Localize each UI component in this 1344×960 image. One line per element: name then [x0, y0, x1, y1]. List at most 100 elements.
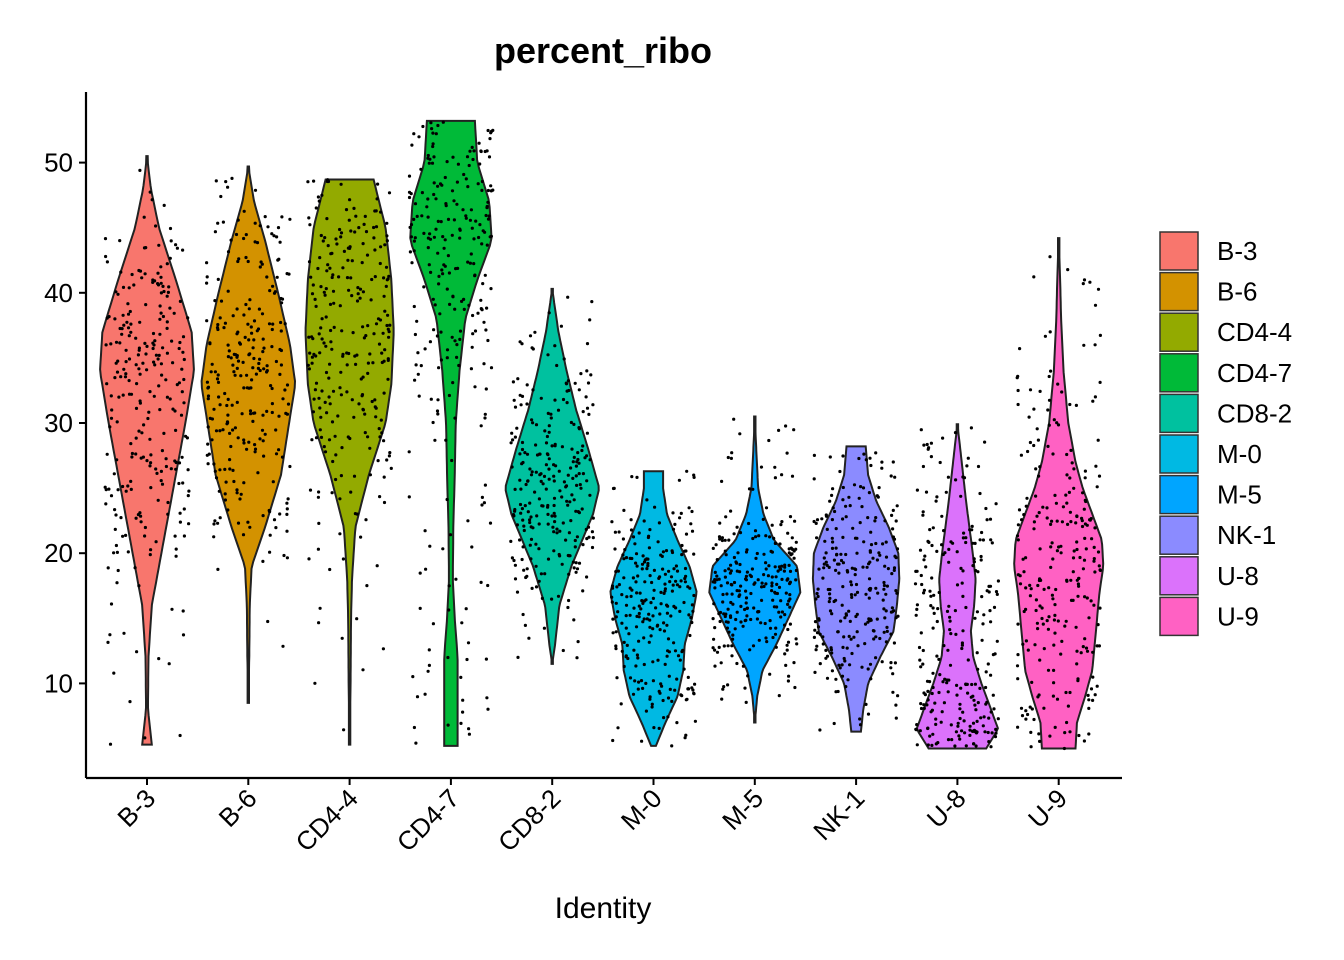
jitter-point	[958, 707, 962, 711]
jitter-point	[620, 649, 624, 653]
jitter-point	[572, 566, 576, 570]
jitter-point	[119, 375, 123, 379]
jitter-point	[1068, 402, 1072, 407]
jitter-point	[850, 566, 854, 570]
jitter-point	[374, 209, 378, 213]
jitter-point	[1045, 506, 1049, 510]
jitter-point	[844, 515, 848, 519]
jitter-point	[585, 575, 589, 579]
jitter-point	[330, 491, 334, 495]
jitter-point	[226, 508, 230, 512]
jitter-point	[446, 723, 450, 727]
jitter-point	[723, 614, 727, 619]
jitter-point	[362, 336, 366, 340]
jitter-point	[774, 575, 778, 579]
jitter-point	[321, 239, 325, 243]
jitter-point	[857, 496, 861, 500]
jitter-point	[274, 452, 279, 456]
jitter-point	[634, 664, 638, 668]
jitter-point	[130, 455, 134, 459]
jitter-point	[218, 429, 222, 433]
jitter-point	[788, 569, 793, 574]
jitter-point	[486, 583, 490, 588]
jitter-point	[182, 507, 186, 511]
jitter-point	[683, 566, 688, 571]
jitter-point	[789, 546, 793, 550]
jitter-point	[310, 361, 314, 365]
jitter-point	[824, 551, 828, 555]
jitter-point	[329, 328, 333, 333]
jitter-point	[585, 406, 590, 410]
jitter-point	[788, 515, 793, 519]
jitter-point	[459, 721, 463, 726]
jitter-point	[744, 596, 749, 600]
jitter-point	[970, 524, 974, 529]
jitter-point	[950, 738, 954, 742]
jitter-point	[113, 508, 117, 512]
jitter-point	[893, 661, 898, 665]
jitter-point	[173, 534, 177, 538]
jitter-point	[546, 411, 550, 415]
jitter-point	[512, 558, 516, 563]
jitter-point	[535, 514, 539, 518]
jitter-point	[528, 518, 532, 522]
jitter-point	[648, 625, 652, 629]
jitter-point	[625, 595, 629, 599]
jitter-point	[453, 307, 457, 311]
jitter-point	[252, 356, 256, 361]
jitter-point	[874, 586, 878, 590]
jitter-point	[776, 569, 780, 573]
jitter-point	[570, 447, 574, 451]
jitter-point	[642, 599, 647, 603]
jitter-point	[713, 580, 717, 584]
jitter-point	[856, 644, 860, 648]
jitter-point	[431, 622, 435, 626]
jitter-point	[365, 253, 370, 257]
x-tick-label: U-9	[1022, 783, 1073, 834]
chart-title: percent_ribo	[494, 30, 712, 71]
jitter-point	[114, 543, 118, 548]
jitter-point	[484, 328, 488, 332]
jitter-point	[918, 729, 922, 733]
jitter-point	[727, 567, 731, 571]
jitter-point	[485, 306, 489, 310]
violin-U-9	[1013, 237, 1105, 750]
jitter-point	[1093, 693, 1097, 697]
jitter-point	[322, 341, 326, 345]
jitter-point	[230, 176, 234, 180]
jitter-point	[479, 298, 483, 302]
jitter-point	[120, 332, 124, 336]
jitter-point	[829, 646, 833, 650]
jitter-point	[277, 414, 281, 418]
jitter-point	[931, 606, 935, 610]
jitter-point	[734, 617, 738, 622]
jitter-point	[480, 495, 484, 499]
jitter-point	[666, 637, 671, 641]
jitter-point	[984, 506, 988, 511]
jitter-point	[385, 458, 389, 462]
jitter-point	[349, 490, 353, 494]
jitter-point	[661, 550, 666, 554]
jitter-point	[352, 206, 356, 210]
jitter-point	[625, 643, 629, 648]
jitter-point	[641, 620, 645, 624]
jitter-point	[665, 603, 669, 607]
jitter-point	[737, 589, 741, 593]
jitter-point	[535, 453, 540, 457]
jitter-point	[253, 443, 257, 447]
jitter-point	[989, 538, 993, 542]
jitter-point	[1056, 619, 1060, 623]
jitter-point	[755, 551, 759, 556]
jitter-point	[152, 394, 156, 398]
jitter-point	[574, 474, 578, 478]
jitter-point	[861, 565, 865, 569]
jitter-point	[241, 360, 245, 364]
jitter-point	[979, 554, 983, 559]
jitter-point	[956, 724, 960, 728]
jitter-point	[572, 618, 576, 622]
jitter-point	[333, 434, 337, 438]
jitter-point	[588, 493, 592, 497]
jitter-point	[458, 236, 462, 240]
jitter-point	[373, 275, 377, 279]
jitter-point	[114, 513, 118, 517]
